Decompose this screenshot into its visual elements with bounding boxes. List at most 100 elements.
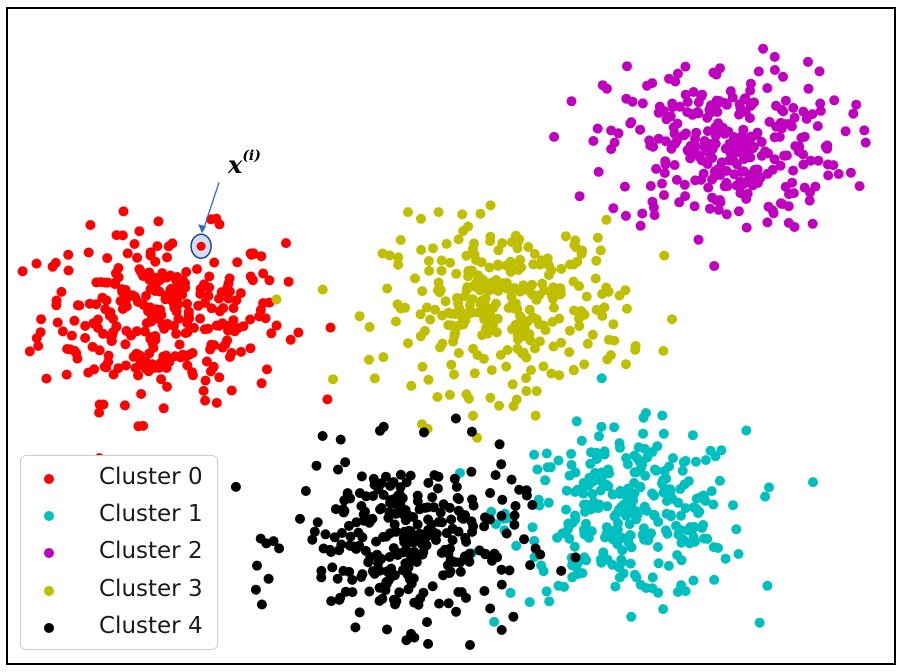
data-point	[381, 577, 392, 587]
data-point	[601, 282, 612, 293]
data-point	[649, 210, 660, 221]
data-point	[381, 531, 392, 542]
data-point	[150, 304, 161, 315]
data-point	[775, 160, 786, 171]
data-point	[274, 543, 285, 554]
data-point	[688, 575, 699, 586]
data-point	[676, 510, 686, 521]
data-point	[131, 326, 142, 337]
data-point	[468, 410, 478, 421]
data-point	[403, 207, 413, 218]
data-point	[612, 524, 623, 535]
data-point	[640, 408, 651, 418]
data-point	[860, 137, 871, 148]
data-point	[511, 394, 522, 405]
data-point	[412, 519, 423, 530]
data-point	[480, 549, 491, 560]
data-point	[804, 195, 815, 206]
data-point	[544, 596, 555, 607]
data-point	[238, 321, 249, 332]
data-point	[769, 65, 780, 75]
data-point	[798, 159, 809, 170]
data-point	[85, 220, 96, 230]
data-point	[307, 534, 318, 545]
data-point	[376, 553, 387, 564]
data-point	[438, 570, 449, 581]
data-point	[84, 298, 95, 309]
data-point	[668, 453, 678, 464]
data-point	[691, 503, 702, 514]
data-point	[451, 481, 462, 492]
data-point	[660, 525, 671, 536]
data-point	[222, 335, 233, 346]
data-point	[375, 425, 385, 436]
data-point	[606, 144, 617, 155]
data-point	[564, 325, 575, 336]
data-point	[682, 107, 693, 118]
data-point	[333, 464, 343, 475]
data-point	[599, 302, 610, 313]
data-point	[281, 238, 291, 249]
data-point	[776, 123, 787, 134]
data-point	[763, 148, 773, 159]
data-point	[675, 525, 686, 536]
data-point	[693, 97, 704, 108]
data-point	[117, 230, 128, 241]
data-point	[525, 560, 536, 571]
data-point	[145, 250, 156, 261]
data-point	[463, 266, 474, 276]
data-point	[417, 361, 428, 372]
data-point	[250, 584, 261, 595]
data-point	[409, 632, 420, 643]
data-point	[531, 386, 542, 397]
data-point	[599, 446, 610, 457]
data-point	[524, 597, 535, 608]
data-point	[528, 259, 539, 270]
data-point	[51, 295, 62, 306]
data-point	[150, 334, 161, 345]
data-point	[271, 320, 282, 331]
data-point	[214, 293, 224, 304]
data-point	[264, 275, 275, 286]
data-point	[409, 597, 420, 608]
data-point	[626, 117, 637, 128]
data-point	[788, 165, 799, 176]
data-point	[144, 348, 155, 359]
data-point	[422, 617, 432, 628]
data-point	[742, 188, 753, 199]
series-4	[230, 413, 581, 650]
data-point	[601, 522, 612, 533]
data-point	[679, 179, 690, 190]
data-point	[382, 566, 393, 577]
data-point	[707, 174, 717, 185]
data-point	[606, 125, 617, 136]
data-point	[436, 265, 447, 276]
data-point	[200, 395, 211, 406]
data-point	[501, 528, 512, 539]
data-point	[477, 301, 488, 312]
data-point	[702, 533, 713, 544]
data-point	[579, 506, 590, 517]
data-point	[828, 160, 839, 171]
data-point	[851, 99, 862, 110]
data-point	[447, 535, 458, 546]
data-point	[360, 506, 370, 517]
data-point	[721, 209, 732, 220]
data-point	[769, 132, 780, 143]
data-point	[647, 583, 658, 594]
data-point	[788, 102, 799, 113]
data-point	[506, 291, 517, 302]
data-point	[521, 373, 531, 384]
data-point	[762, 83, 773, 94]
data-point	[659, 190, 669, 201]
data-point	[556, 337, 567, 348]
data-point	[561, 504, 572, 515]
data-point	[354, 488, 365, 499]
data-point	[760, 491, 771, 502]
data-point	[808, 477, 818, 488]
data-point	[574, 321, 585, 332]
data-point	[539, 285, 549, 296]
data-point	[158, 351, 169, 362]
data-point	[162, 252, 172, 263]
data-point	[457, 209, 468, 220]
